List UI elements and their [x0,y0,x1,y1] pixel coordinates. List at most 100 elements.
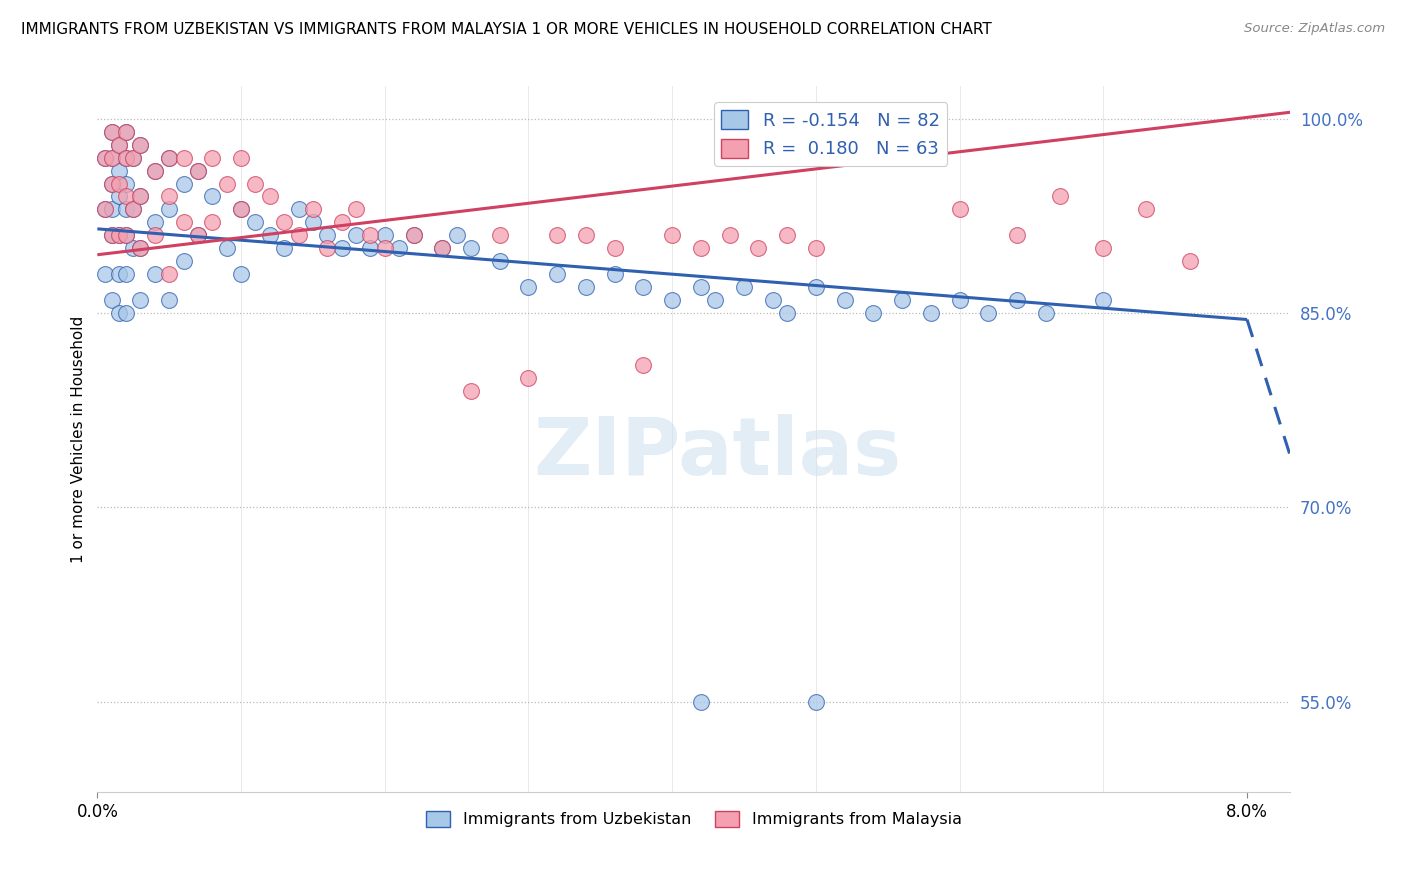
Point [122,202,145,217]
Point [229,202,252,217]
Point [93,202,115,217]
Point [229,202,252,217]
Point [834,293,856,307]
Point [949,293,972,307]
Point [488,228,510,243]
Point [108,137,131,152]
Point [776,306,799,320]
Point [690,241,713,255]
Point [122,151,145,165]
Point [215,177,238,191]
Point [157,293,180,307]
Point [603,241,626,255]
Point [115,151,138,165]
Point [143,215,166,229]
Point [100,228,122,243]
Point [143,163,166,178]
Point [157,267,180,281]
Point [718,228,741,243]
Point [733,280,755,294]
Point [129,241,152,255]
Point [108,163,131,178]
Point [108,177,131,191]
Point [359,228,381,243]
Point [1005,293,1028,307]
Point [344,202,367,217]
Point [920,306,942,320]
Point [122,241,145,255]
Point [330,215,353,229]
Point [187,228,209,243]
Text: Source: ZipAtlas.com: Source: ZipAtlas.com [1244,22,1385,36]
Point [1092,241,1115,255]
Point [633,358,655,372]
Point [661,293,683,307]
Point [804,280,827,294]
Point [259,189,281,203]
Point [302,202,325,217]
Point [432,241,454,255]
Point [143,163,166,178]
Point [344,228,367,243]
Point [115,177,138,191]
Point [432,241,454,255]
Point [93,267,115,281]
Point [173,151,195,165]
Point [402,228,425,243]
Point [122,202,145,217]
Point [129,293,152,307]
Point [187,163,209,178]
Point [460,384,482,398]
Point [762,293,785,307]
Point [245,215,267,229]
Point [374,241,396,255]
Point [316,241,339,255]
Point [115,306,138,320]
Point [804,695,827,709]
Point [316,228,339,243]
Point [157,151,180,165]
Point [129,189,152,203]
Point [517,371,540,385]
Point [690,280,713,294]
Point [488,254,510,268]
Point [187,163,209,178]
Point [157,202,180,217]
Point [273,215,295,229]
Point [100,125,122,139]
Point [546,228,568,243]
Legend: Immigrants from Uzbekistan, Immigrants from Malaysia: Immigrants from Uzbekistan, Immigrants f… [419,805,969,834]
Point [201,215,224,229]
Point [575,280,598,294]
Point [115,228,138,243]
Point [259,228,281,243]
Point [108,306,131,320]
Point [804,241,827,255]
Point [603,267,626,281]
Point [100,125,122,139]
Point [187,228,209,243]
Point [402,228,425,243]
Point [100,293,122,307]
Point [374,228,396,243]
Point [546,267,568,281]
Point [1178,254,1201,268]
Y-axis label: 1 or more Vehicles in Household: 1 or more Vehicles in Household [72,316,86,563]
Point [157,151,180,165]
Point [690,695,713,709]
Point [891,293,914,307]
Point [575,228,598,243]
Point [245,177,267,191]
Point [173,215,195,229]
Point [143,267,166,281]
Point [93,151,115,165]
Point [215,241,238,255]
Point [173,177,195,191]
Point [115,189,138,203]
Point [747,241,769,255]
Point [100,177,122,191]
Point [287,202,309,217]
Point [108,267,131,281]
Point [115,151,138,165]
Point [122,151,145,165]
